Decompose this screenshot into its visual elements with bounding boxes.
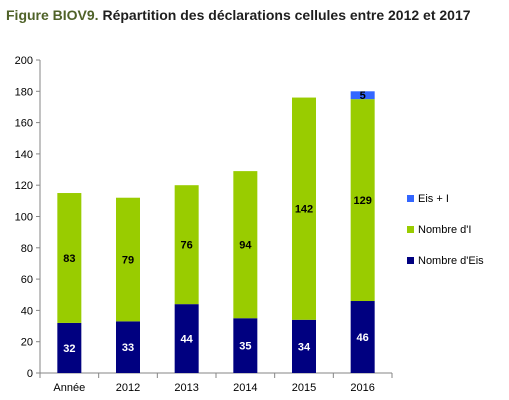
- y-tick-label: 200: [15, 55, 33, 67]
- legend-label: Nombre d'I: [418, 224, 471, 236]
- chart-axes: 0 20 40 60 80 100 120 140 160 180 200 Année 2012 2013…: [15, 55, 393, 394]
- y-tick-label: 0: [27, 368, 33, 380]
- y-tick-label: 160: [15, 118, 33, 130]
- bar-segment: [350, 301, 375, 373]
- legend-swatch: [407, 257, 414, 264]
- data-label: 94: [239, 240, 252, 252]
- chart-title-text: Répartition des déclarations cellules en…: [102, 7, 471, 23]
- figure-number: Figure BIOV9.: [6, 7, 99, 23]
- x-tick-label: 2016: [350, 382, 374, 394]
- data-label: 35: [239, 341, 251, 353]
- bar-segment: [292, 319, 316, 373]
- bar-segment: [350, 91, 375, 100]
- data-label: 32: [63, 343, 75, 355]
- y-tick-label: 180: [15, 86, 33, 98]
- bar-segment: [174, 185, 199, 305]
- data-label: 44: [181, 334, 194, 346]
- data-label: 129: [353, 195, 371, 207]
- bar-segment: [292, 97, 316, 320]
- legend-label: Nombre d'Eis: [418, 255, 484, 267]
- y-tick-label: 20: [21, 337, 33, 349]
- y-tick-label: 80: [21, 243, 33, 255]
- x-tick-label: Année: [53, 382, 85, 394]
- data-label: 79: [122, 255, 134, 267]
- x-tick-label: 2013: [174, 382, 198, 394]
- bar-segment: [116, 197, 140, 322]
- y-tick-label: 120: [15, 180, 33, 192]
- y-tick-label: 40: [21, 305, 33, 317]
- bar-segment: [350, 99, 375, 302]
- data-label: 142: [295, 204, 313, 216]
- x-tick-label: 2014: [233, 382, 257, 394]
- x-tick-label: 2015: [292, 382, 316, 394]
- data-label: 76: [181, 240, 193, 252]
- data-label: 83: [63, 253, 75, 265]
- bar-segment: [57, 193, 82, 323]
- legend-swatch: [407, 226, 414, 233]
- bar-segment: [116, 321, 140, 373]
- y-tick-label: 140: [15, 149, 33, 161]
- chart-title: Figure BIOV9. Répartition des déclaratio…: [6, 7, 471, 23]
- bar-segment: [57, 322, 82, 373]
- data-label: 34: [298, 341, 311, 353]
- bar-segment: [174, 304, 199, 373]
- y-tick-label: 60: [21, 274, 33, 286]
- y-tick-label: 100: [15, 212, 33, 224]
- legend-label: Eis + I: [418, 193, 449, 205]
- bar-segment: [233, 171, 258, 319]
- data-label: 46: [357, 332, 369, 344]
- bar-segment: [233, 318, 258, 373]
- data-label: 5: [360, 90, 366, 102]
- legend-swatch: [407, 195, 414, 202]
- data-label: 33: [122, 342, 134, 354]
- chart-legend: Eis + I Nombre d'I Nombre d'Eis: [407, 193, 484, 267]
- x-tick-label: 2012: [116, 382, 140, 394]
- chart-bars: 32 83 33 79 44 76 35 94 34 142 46 129 5: [57, 90, 375, 373]
